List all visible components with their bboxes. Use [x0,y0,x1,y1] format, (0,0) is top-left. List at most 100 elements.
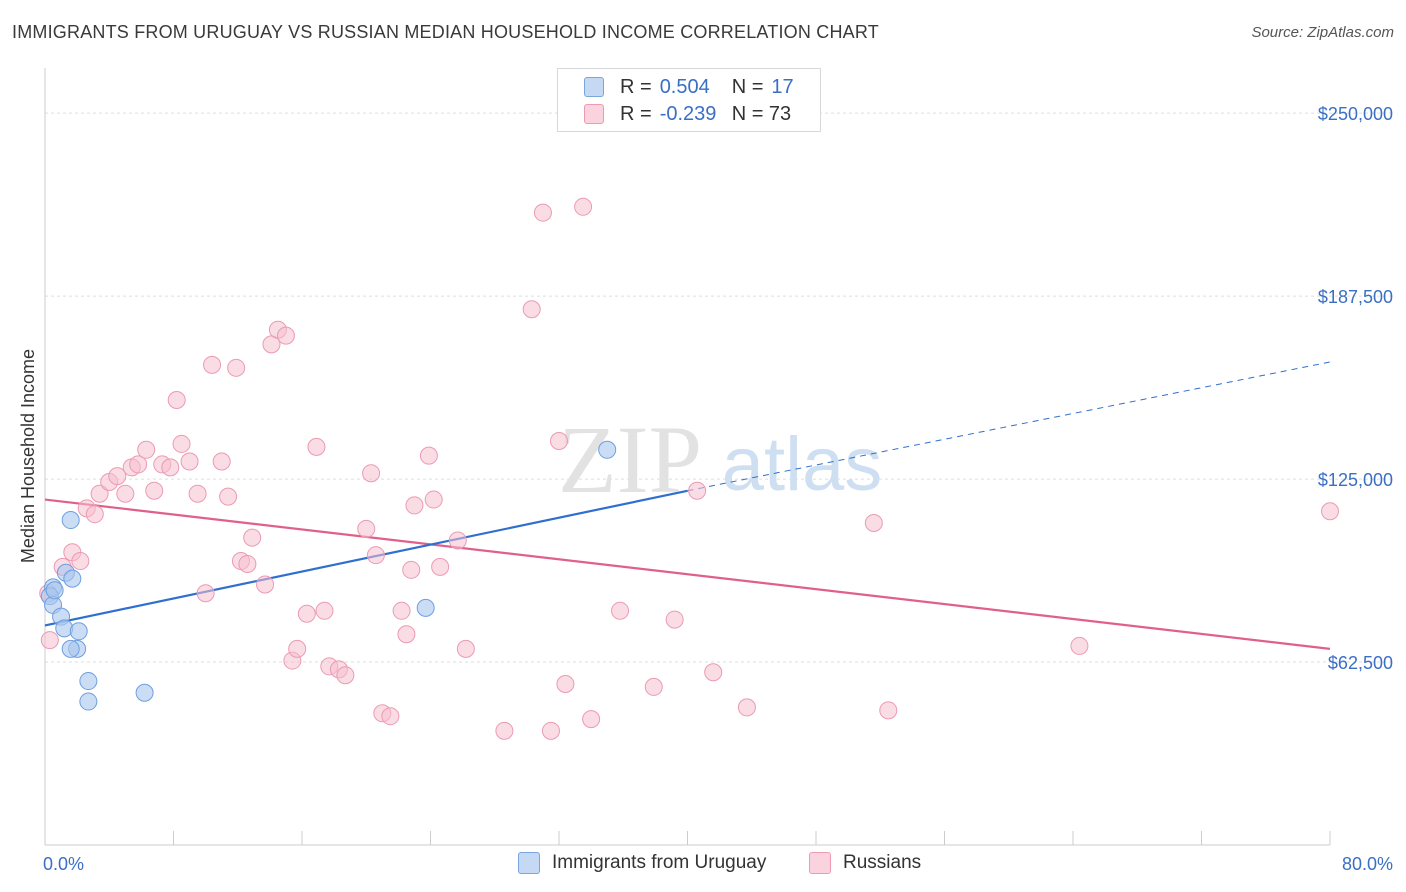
source-label: Source: ZipAtlas.com [1251,24,1394,41]
russians-point [212,452,231,471]
uruguay-point [135,683,154,702]
legend-row-uruguay: R = 0.504 N = 17 [584,74,794,100]
russians-point [704,663,723,682]
russians-point [243,528,262,547]
legend-item-uruguay[interactable]: Immigrants from Uruguay [518,852,766,874]
chart-title: IMMIGRANTS FROM URUGUAY VS RUSSIAN MEDIA… [12,22,879,42]
russians-point [574,197,593,216]
legend-n-label: N = [731,75,764,98]
russians-point [40,631,59,650]
watermark-atlas: atlas [722,422,883,507]
russians-point [431,557,450,576]
legend-r-value: 0.504 [659,75,710,98]
russians-point [864,513,883,532]
russians-point [227,358,246,377]
russians-point [203,355,222,374]
russians-point [541,721,560,740]
russians-point [108,467,127,486]
russians-point [456,639,475,658]
russians-point [665,610,684,629]
x-tick-label: 80.0% [1342,854,1393,874]
russians-point [424,490,443,509]
russians-point [688,481,707,500]
uruguay-point [416,598,435,617]
uruguay-point [45,581,64,600]
russians-point [366,546,385,565]
russians-point [145,481,164,500]
russians-point [522,300,541,319]
watermark-zip: ZIP [558,406,702,513]
y-axis-label: Median Household Income [18,349,38,563]
grid-lines [45,112,1395,663]
uruguay-trend-line [44,489,688,627]
russians-point [161,458,180,477]
trend-lines [44,361,1331,650]
legend-row-russians: R = -0.239 N = 73 [584,101,799,127]
data-points [39,197,1339,740]
russians-point [196,584,215,603]
russians-point [737,698,756,717]
russians-point [533,203,552,222]
russians-point [556,674,575,693]
russians-point [238,554,257,573]
russians-point [336,666,355,685]
axis-labels: $62,500 $125,000 $187,500 $250,000 0.0% 80.0%… [18,104,1393,874]
russians-point [582,710,601,729]
russians-point [1070,636,1089,655]
russians-point [219,487,238,506]
russians-point [405,496,424,515]
russians-point [397,625,416,644]
russians-point [116,484,135,503]
y-tick-label: $62,500 [1328,653,1393,673]
russians-point [1321,502,1339,521]
russians-trend-line [44,498,1331,650]
legend-item-russians[interactable]: Russians [809,852,921,874]
russians-point [315,601,334,620]
x-tick-label: 0.0% [43,854,84,874]
legend-n-value: 17 [771,75,794,98]
russians-point [90,484,109,503]
uruguay-point [79,692,98,711]
uruguay-point [61,639,80,658]
russians-point [448,531,467,550]
russians-point [357,519,376,538]
legend-r-value: -0.239 [659,102,717,125]
uruguay-point [63,569,82,588]
legend-swatch-russians [584,104,604,124]
legend-swatch-russians [809,852,831,874]
uruguay-point [69,622,88,641]
stats-legend: R = 0.504 N = 17 R = -0.239 N = 73 [557,68,821,132]
russians-point [644,677,663,696]
y-tick-label: $125,000 [1318,470,1393,490]
legend-r-label: R = [620,102,652,125]
russians-point [256,575,275,594]
series-legend: Immigrants from Uruguay Russians [0,852,1406,878]
uruguay-point [61,511,80,530]
russians-point [288,639,307,658]
legend-label-uruguay: Immigrants from Uruguay [552,852,767,873]
legend-r-label: R = [620,75,652,98]
russians-point [297,604,316,623]
russians-point [392,601,411,620]
russians-point [362,464,381,483]
uruguay-point [598,440,617,459]
russians-point [137,440,156,459]
russians-point [381,707,400,726]
russians-point [129,455,148,474]
russians-point [180,452,199,471]
russians-point [611,601,630,620]
russians-point [879,701,898,720]
russians-point [307,437,326,456]
legend-label-russians: Russians [843,852,922,873]
russians-point [85,505,104,524]
russians-point [71,552,90,571]
russians-point [495,721,514,740]
russians-point [188,484,207,503]
russians-point [419,446,438,465]
russians-point [172,434,191,453]
russians-point [550,432,568,451]
legend-swatch-uruguay [518,852,540,874]
legend-n-label: N = 73 [731,102,792,125]
watermark: ZIP atlas [558,406,882,513]
